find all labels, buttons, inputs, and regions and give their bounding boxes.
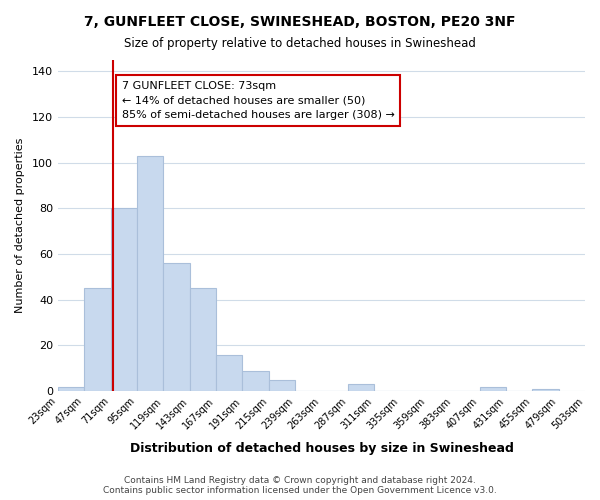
Bar bbox=[216, 354, 242, 391]
Text: Size of property relative to detached houses in Swineshead: Size of property relative to detached ho… bbox=[124, 38, 476, 51]
Bar bbox=[110, 208, 137, 391]
Bar bbox=[58, 386, 84, 391]
Text: 7, GUNFLEET CLOSE, SWINESHEAD, BOSTON, PE20 3NF: 7, GUNFLEET CLOSE, SWINESHEAD, BOSTON, P… bbox=[84, 15, 516, 29]
Bar bbox=[532, 389, 559, 391]
Bar bbox=[479, 386, 506, 391]
Bar bbox=[242, 370, 269, 391]
Bar bbox=[269, 380, 295, 391]
Bar bbox=[190, 288, 216, 391]
Bar bbox=[163, 263, 190, 391]
Bar bbox=[137, 156, 163, 391]
Y-axis label: Number of detached properties: Number of detached properties bbox=[15, 138, 25, 313]
Bar bbox=[84, 288, 110, 391]
Text: 7 GUNFLEET CLOSE: 73sqm
← 14% of detached houses are smaller (50)
85% of semi-de: 7 GUNFLEET CLOSE: 73sqm ← 14% of detache… bbox=[122, 80, 394, 120]
X-axis label: Distribution of detached houses by size in Swineshead: Distribution of detached houses by size … bbox=[130, 442, 514, 455]
Bar bbox=[348, 384, 374, 391]
Text: Contains HM Land Registry data © Crown copyright and database right 2024.
Contai: Contains HM Land Registry data © Crown c… bbox=[103, 476, 497, 495]
